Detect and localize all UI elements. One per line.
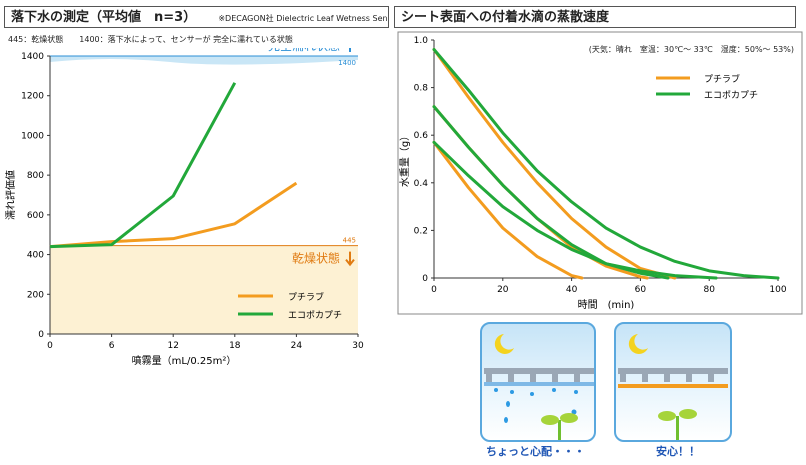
y-tick-label: 1.0 [414, 36, 429, 46]
x-tick-label: 100 [769, 285, 786, 295]
y-tick-label: 1400 [21, 52, 44, 62]
x-tick-label: 0 [431, 285, 437, 295]
illustration-relief [614, 322, 732, 442]
wet-state-label: 完全濡れ状態 [268, 48, 340, 53]
x-tick-label: 12 [167, 341, 178, 351]
y-tick-label: 0 [38, 330, 44, 340]
x-tick-label: 80 [703, 285, 715, 295]
y-tick-label: 1200 [21, 92, 44, 102]
y-tick-label: 0 [422, 274, 428, 284]
x-tick-label: 0 [47, 341, 53, 351]
sprout-icon-2 [658, 409, 697, 440]
caption-relief: 安心！！ [656, 445, 700, 458]
x-tick-label: 20 [497, 285, 509, 295]
x-tick-label: 60 [635, 285, 647, 295]
series-1-run-3 [432, 48, 677, 280]
series-2-run-1 [432, 140, 718, 280]
x-axis-label: 噴霧量（mL/0.25m²） [132, 355, 237, 367]
dry-value-label: 445 [343, 237, 356, 245]
moon-icon-2 [628, 334, 648, 354]
x-tick-label: 24 [291, 341, 303, 351]
conditions-text: (天気：晴れ 室温：30℃～ 33℃ 湿度：50%～ 53%) [589, 44, 794, 54]
sprout-icon [541, 413, 578, 440]
caption-worry: ちょっと心配・・・ [486, 445, 585, 458]
dry-state-label: 乾燥状態 [292, 251, 340, 266]
left-chart-title: 落下水の測定（平均値 n=3） [11, 10, 197, 25]
series-line-1 [49, 181, 298, 249]
dry-band [50, 245, 358, 334]
sheet-bar-2 [618, 368, 728, 374]
left-panel-title: 落下水の測定（平均値 n=3） ※DECAGON社 Dielectric Lea… [4, 6, 389, 28]
arrow-down-icon [345, 251, 355, 267]
right-chart-title: シート表面への付着水滴の蒸散速度 [401, 10, 610, 25]
y-tick-label: 1000 [21, 131, 44, 141]
x-tick-label: 40 [566, 285, 578, 295]
series-2-run-3 [432, 48, 780, 280]
right-chart: (天気：晴れ 室温：30℃～ 33℃ 湿度：50%～ 53%) 0 0.2 0.4 0… [397, 31, 803, 315]
sheet-posts [486, 374, 580, 382]
threshold-note: 445：乾燥状態 1400：落下水によって、センサーが 完全に濡れている状態 [8, 35, 293, 44]
series-line-2 [49, 82, 237, 249]
illustration-worry [480, 322, 596, 442]
y-tick-label: 200 [27, 290, 44, 300]
series-1-run-1 [432, 140, 584, 280]
y-tick-label: 400 [27, 251, 44, 261]
y-tick-label: 600 [27, 211, 44, 221]
sheet-underside [484, 382, 594, 386]
sheet-bar [484, 368, 594, 374]
series-2-run-2 [432, 105, 670, 280]
y-tick-label: 800 [27, 171, 44, 181]
y-tick-label: 0.2 [414, 226, 428, 236]
water-drops-icon [494, 388, 578, 423]
legend-label-1: プチラブ [288, 291, 324, 303]
y-axis-label: 濡れ評価値 [4, 170, 17, 220]
arrow-up-icon [349, 48, 351, 52]
y-tick-label: 0.4 [414, 179, 429, 189]
x-axis-label: 時間 (min) [578, 299, 635, 311]
wet-band [50, 56, 358, 65]
y-axis-label: 水重量（g） [398, 131, 411, 187]
absorbent-sheet [618, 384, 728, 388]
sensor-note: ※DECAGON社 Dielectric Leaf Wetness Sensor… [218, 14, 388, 23]
y-tick-label: 0.8 [414, 84, 429, 94]
x-tick-label: 6 [109, 341, 115, 351]
legend-label-2: エコポカプチ [288, 310, 342, 321]
right-panel-title: シート表面への付着水滴の蒸散速度 [394, 6, 796, 28]
sheet-posts-2 [620, 374, 714, 382]
x-tick-label: 30 [352, 341, 364, 351]
legend-label-2: エコポカプチ [704, 90, 758, 101]
moon-icon [494, 334, 514, 354]
x-tick-label: 18 [229, 341, 241, 351]
legend-label-1: プチラブ [704, 73, 740, 85]
y-tick-label: 0.6 [414, 131, 429, 141]
wet-value-label: 1400 [338, 59, 356, 67]
